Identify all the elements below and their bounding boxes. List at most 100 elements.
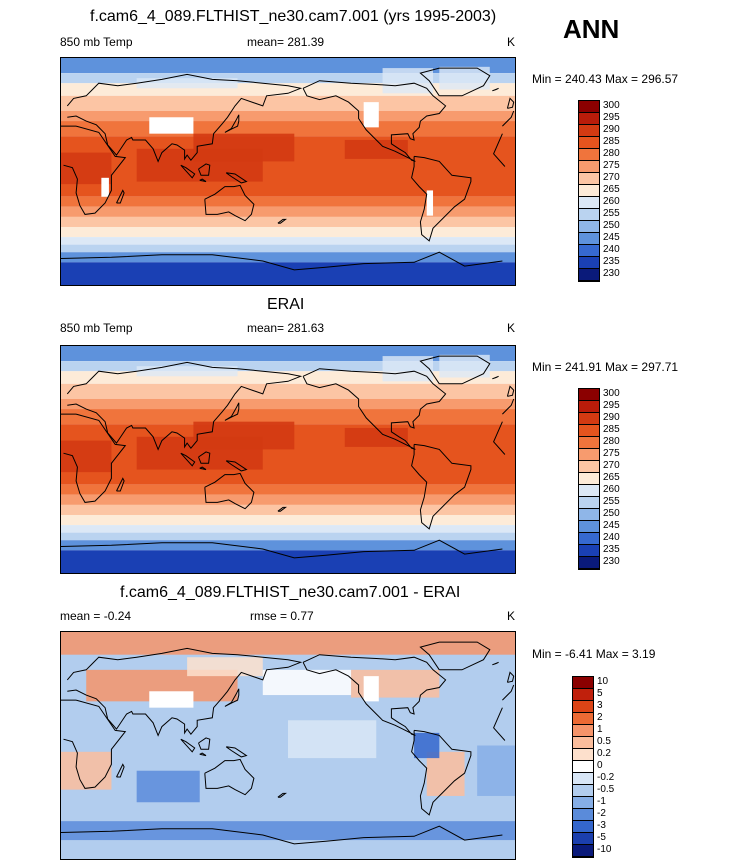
panel3-diff-region <box>426 751 465 796</box>
panel3-colorbar-label: -2 <box>597 808 606 819</box>
panel3-colorbar-box <box>573 677 593 689</box>
panel2-cold-region <box>136 366 238 377</box>
panel2-colorbar-box <box>579 545 599 557</box>
panel2-colorbar-box <box>579 437 599 449</box>
panel2-coastline <box>419 355 491 385</box>
panel3-colorbar-label: -5 <box>597 832 606 843</box>
panel2-colorbar-box <box>579 497 599 509</box>
panel2-units-label: K <box>507 321 516 335</box>
panel2-cold-region <box>439 354 490 378</box>
panel2-coastline <box>198 451 211 464</box>
panel1-colorbar-box <box>579 101 599 113</box>
panel2-colorbar-box <box>579 473 599 485</box>
panel2-colorbar-label: 295 <box>603 400 620 411</box>
panel3-coastline <box>116 763 125 778</box>
panel3-coastline <box>180 738 196 753</box>
panel3-colorbar-label: 1 <box>597 724 603 735</box>
panel2-colorbar-label: 290 <box>603 412 620 423</box>
season-label: ANN <box>563 14 620 44</box>
panel2-coastline <box>199 466 207 471</box>
panel3-rmse-label: rmse = 0.77 <box>250 609 314 623</box>
panel2-colorbar-box <box>579 413 599 425</box>
panel2-colorbar-box <box>579 389 599 401</box>
panel2-colorbar-label: 300 <box>603 388 620 399</box>
panel1-colorbar-label: 245 <box>603 232 620 243</box>
panel2-colorbar-box <box>579 401 599 413</box>
panel2-colorbar-box <box>579 425 599 437</box>
panel3-mean-label: mean = -0.24 <box>60 609 132 623</box>
panel3-coastline <box>277 792 288 798</box>
panel2-coastline <box>61 413 506 503</box>
panel1-coastline <box>419 67 491 97</box>
panel2-colorbar-box <box>579 461 599 473</box>
panel3-coastline <box>506 671 515 683</box>
panel3-colorbar-box <box>573 701 593 713</box>
panel1-title: f.cam6_4_089.FLTHIST_ne30.cam7.001 (yrs … <box>90 8 497 25</box>
panel2-mean-label: mean= 281.63 <box>247 321 325 335</box>
panel2-colorbar <box>578 388 600 570</box>
panel1-temp-band <box>61 216 515 227</box>
panel1-colorbar-label: 275 <box>603 160 620 171</box>
panel1-coastline <box>61 125 506 215</box>
panel1-colorbar-label: 285 <box>603 136 620 147</box>
panel3-map <box>60 631 516 860</box>
panel1-coastline <box>66 73 515 163</box>
panel1-coastline <box>492 87 499 92</box>
panel1-colorbar-label: 250 <box>603 220 620 231</box>
panel3-missing-data <box>149 691 194 708</box>
panel1-colorbar-label: 300 <box>603 100 620 111</box>
panel2-colorbar-label: 235 <box>603 544 620 555</box>
panel2-coastline <box>224 402 240 421</box>
panel1-temp-band <box>61 226 515 238</box>
panel2-colorbar-box <box>579 557 599 569</box>
panel2-coastline <box>180 452 196 467</box>
panel1-coastline <box>61 251 503 271</box>
panel1-temp-band <box>61 206 515 217</box>
panel1-colorbar-label: 235 <box>603 256 620 267</box>
panel3-colorbar-label: -0.5 <box>597 784 615 795</box>
panel3-coastline <box>224 688 240 707</box>
panel1-coastline <box>180 164 196 179</box>
panel1-colorbar-box <box>579 173 599 185</box>
panel3-diff-region <box>288 720 377 759</box>
panel3-coastline <box>225 746 248 758</box>
panel3-colorbar-box <box>573 737 593 749</box>
panel2-warm-pool <box>193 421 295 450</box>
panel3-diff-region <box>414 732 440 759</box>
panel1-colorbar-box <box>579 257 599 269</box>
panel1-coastline <box>225 172 248 184</box>
panel2-colorbar-label: 280 <box>603 436 620 447</box>
panel2-colorbar-label: 240 <box>603 532 620 543</box>
panel3-minmax-label: Min = -6.41 Max = 3.19 <box>532 647 656 661</box>
panel2-colorbar-label: 245 <box>603 520 620 531</box>
panel3-coastline <box>198 737 211 750</box>
panel2-temp-band <box>61 540 515 551</box>
panel2-warm-pool <box>61 440 112 473</box>
panel3-colorbar-label: 2 <box>597 712 603 723</box>
panel1-colorbar-box <box>579 149 599 161</box>
panel3-diff-region <box>61 821 515 841</box>
panel1-coastline <box>204 184 255 222</box>
panel2-temp-band <box>61 383 515 399</box>
panel1-colorbar-box <box>579 269 599 281</box>
panel2-coastline <box>116 477 125 492</box>
panel1-map <box>60 57 516 286</box>
panel2-coastline <box>302 368 447 450</box>
panel1-temp-band <box>61 262 515 285</box>
panel2-map <box>60 345 516 574</box>
panel2-temp-band <box>61 494 515 505</box>
panel3-colorbar-box <box>573 821 593 833</box>
panel2-temp-band <box>61 550 515 573</box>
panel1-colorbar-box <box>579 233 599 245</box>
panel2-temp-band <box>61 514 515 526</box>
panel3-diff-region <box>187 657 263 677</box>
panel2-coastline <box>506 385 515 397</box>
panel1-temp-band <box>61 73 515 84</box>
panel2-coastline <box>204 472 255 510</box>
panel1-colorbar-label: 270 <box>603 172 620 183</box>
panel3-colorbar-label: 0.2 <box>597 748 611 759</box>
panel2-colorbar-box <box>579 509 599 521</box>
panel1-coastline <box>116 189 125 204</box>
panel1-coastline <box>224 114 240 133</box>
panel3-colorbar-label: -3 <box>597 820 606 831</box>
